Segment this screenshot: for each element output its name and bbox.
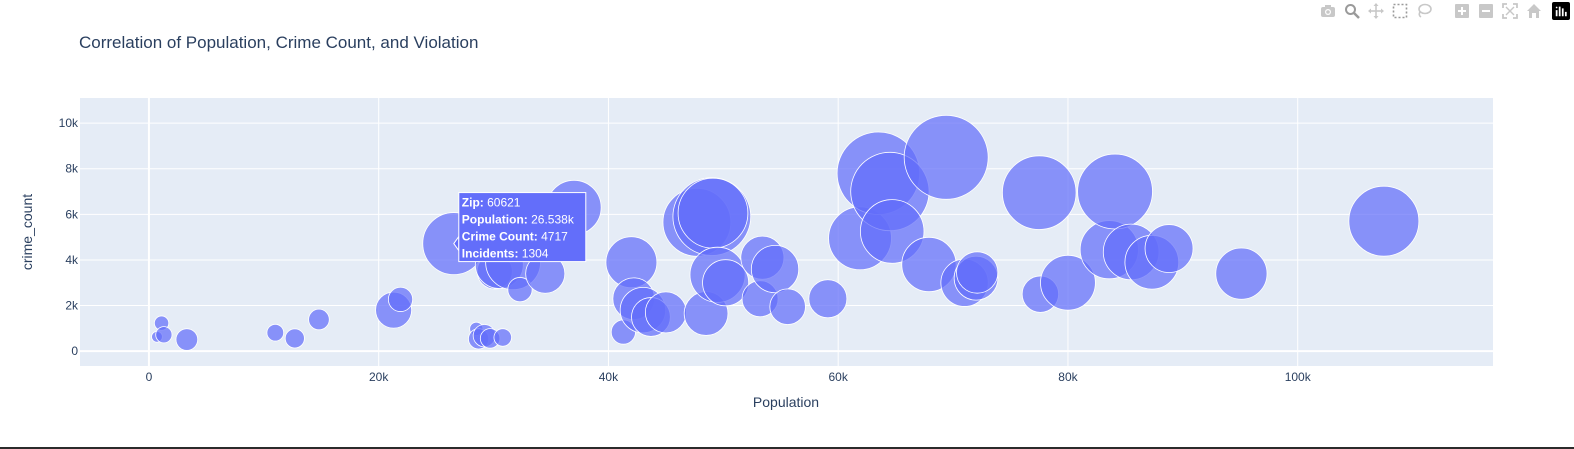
tooltip-incidents: Incidents: 1304 <box>462 247 549 261</box>
bubble-point[interactable] <box>1078 154 1153 229</box>
y-tick-label: 10k <box>59 116 79 130</box>
y-tick-label: 2k <box>65 299 79 313</box>
hover-tooltip: Zip: 60621 Population: 26.538k Crime Count… <box>454 193 586 262</box>
modebar <box>1316 0 1574 22</box>
box-select-icon[interactable] <box>1388 0 1412 22</box>
bubble-point[interactable] <box>957 252 998 293</box>
pan-icon[interactable] <box>1364 0 1388 22</box>
x-tick-label: 40k <box>599 370 619 384</box>
y-tick-label: 0 <box>71 344 78 358</box>
bubble-point[interactable] <box>678 178 748 248</box>
tooltip-crime-count: Crime Count: 4717 <box>462 230 568 244</box>
x-tick-label: 100k <box>1285 370 1312 384</box>
y-tick-labels: 0 2k 4k 6k 8k 10k <box>59 116 79 358</box>
zoom-out-icon[interactable] <box>1474 0 1498 22</box>
y-tick-label: 6k <box>65 207 79 221</box>
bubble-point[interactable] <box>156 327 172 343</box>
bubble-point[interactable] <box>267 324 284 341</box>
plotly-logo-icon[interactable] <box>1552 2 1570 20</box>
y-axis-title: crime_count <box>19 194 35 270</box>
plot-background <box>80 98 1493 366</box>
x-tick-labels: 0 20k 40k 60k 80k 100k <box>146 370 1312 384</box>
zoom-in-icon[interactable] <box>1450 0 1474 22</box>
lasso-icon[interactable] <box>1412 0 1436 22</box>
tooltip-zip: Zip: 60621 <box>462 196 521 210</box>
x-tick-label: 60k <box>829 370 849 384</box>
x-tick-label: 0 <box>146 370 153 384</box>
bubble-point[interactable] <box>770 289 806 325</box>
bubble-point[interactable] <box>1349 186 1419 256</box>
bubble-point[interactable] <box>176 329 198 351</box>
chart-title: Correlation of Population, Crime Count, … <box>79 33 478 52</box>
tooltip-population: Population: 26.538k <box>462 213 575 227</box>
bubble-point[interactable] <box>751 245 798 292</box>
zoom-icon[interactable] <box>1340 0 1364 22</box>
camera-icon[interactable] <box>1316 0 1340 22</box>
autoscale-icon[interactable] <box>1498 0 1522 22</box>
bubble-point[interactable] <box>1216 248 1267 299</box>
reset-axes-icon[interactable] <box>1522 0 1546 22</box>
bubble-point[interactable] <box>809 280 847 318</box>
y-tick-label: 4k <box>65 253 79 267</box>
x-tick-label: 20k <box>369 370 389 384</box>
bubble-point[interactable] <box>904 115 988 199</box>
bubble-point[interactable] <box>285 329 304 348</box>
bubble-point[interactable] <box>645 292 686 333</box>
bubble-point[interactable] <box>1145 225 1193 273</box>
bubble-point[interactable] <box>309 309 330 330</box>
y-tick-label: 8k <box>65 162 79 176</box>
x-axis-title: Population <box>753 394 819 410</box>
bubble-point[interactable] <box>388 287 412 311</box>
bubble-point[interactable] <box>494 329 512 347</box>
bubble-point[interactable] <box>1002 156 1076 230</box>
x-tick-label: 80k <box>1058 370 1078 384</box>
